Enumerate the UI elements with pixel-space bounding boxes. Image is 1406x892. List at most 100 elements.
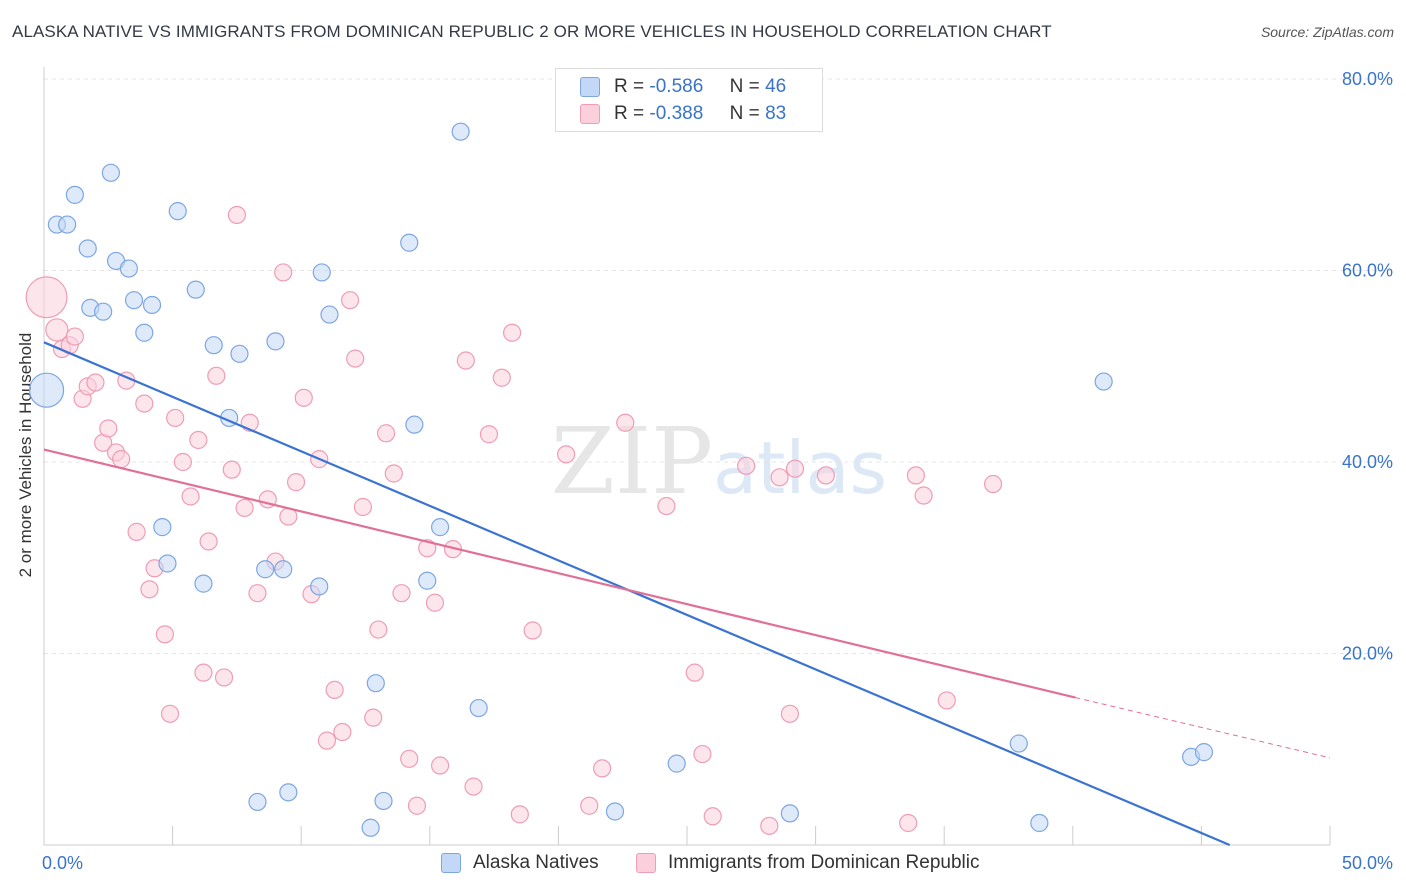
data-point-immigrants [127, 522, 146, 541]
data-point-alaska-natives [667, 754, 686, 773]
data-point-immigrants [353, 497, 373, 517]
data-point-immigrants [479, 425, 499, 444]
data-point-alaska-natives [1009, 734, 1028, 753]
data-point-immigrants [703, 807, 722, 826]
legend-swatch-pink [580, 104, 600, 124]
data-point-immigrants [523, 621, 542, 640]
data-point-immigrants [418, 539, 437, 558]
series-immigrants-points [25, 205, 1003, 835]
data-point-alaska-natives [1030, 813, 1049, 833]
trend-line-alaska-natives [43, 341, 1231, 847]
data-point-alaska-natives [418, 571, 437, 590]
data-point-immigrants [906, 466, 926, 485]
data-point-immigrants [780, 704, 799, 723]
data-point-alaska-natives [142, 295, 162, 315]
legend-swatch-blue [580, 77, 600, 97]
data-point-immigrants [333, 722, 352, 742]
data-point-immigrants [657, 496, 676, 516]
data-point-alaska-natives [266, 332, 285, 351]
data-point-alaska-natives [405, 415, 424, 434]
x-tick-label: 0.0% [42, 853, 83, 873]
y-tick-label: 80.0% [1342, 69, 1393, 89]
data-point-immigrants [140, 580, 159, 599]
data-point-alaska-natives [366, 674, 385, 693]
data-point-immigrants [593, 759, 612, 778]
bottom-legend-swatch-pink [636, 853, 656, 873]
data-point-alaska-natives [310, 577, 329, 596]
data-point-immigrants [135, 394, 154, 413]
y-tick-label: 40.0% [1342, 452, 1393, 472]
data-point-alaska-natives [204, 336, 223, 355]
data-point-immigrants [227, 205, 246, 225]
data-point-immigrants [369, 620, 388, 639]
data-point-immigrants [214, 668, 234, 687]
data-point-immigrants [816, 466, 835, 485]
data-point-immigrants [181, 487, 200, 506]
data-point-alaska-natives [256, 560, 275, 579]
data-point-alaska-natives [312, 263, 331, 282]
data-point-immigrants [86, 373, 105, 392]
data-point-immigrants [45, 318, 69, 342]
data-point-immigrants [248, 584, 267, 603]
trend-line-immigrants-extension [1075, 697, 1331, 759]
correlation-legend: R = -0.586 N = 46 R = -0.388 N = 83 [555, 68, 823, 132]
data-point-alaska-natives [780, 804, 799, 823]
data-point-immigrants [685, 663, 704, 682]
data-point-immigrants [325, 680, 344, 699]
data-point-immigrants [914, 486, 933, 505]
legend-r-label: R = [614, 76, 645, 97]
data-point-alaska-natives [101, 163, 120, 182]
data-point-immigrants [207, 366, 226, 385]
data-point-immigrants [340, 291, 360, 310]
legend-r-label: R = [614, 103, 645, 124]
data-point-immigrants [294, 388, 313, 407]
data-point-alaska-natives [605, 802, 625, 821]
data-point-immigrants [785, 459, 805, 478]
data-point-alaska-natives [158, 554, 177, 573]
data-point-alaska-natives [58, 215, 77, 234]
data-point-alaska-natives [248, 792, 267, 812]
data-point-alaska-natives [153, 518, 172, 537]
data-point-immigrants [430, 756, 450, 775]
data-point-alaska-natives [230, 344, 249, 363]
data-point-immigrants [173, 452, 192, 472]
data-point-immigrants [364, 708, 383, 727]
data-point-alaska-natives [320, 305, 339, 324]
data-point-immigrants [492, 368, 511, 387]
y-tick-label: 20.0% [1342, 644, 1393, 664]
data-point-immigrants [112, 450, 131, 469]
data-point-alaska-natives [430, 518, 450, 537]
data-point-alaska-natives [451, 122, 470, 141]
tick-labels: 20.0% 40.0% 60.0% 80.0% 0.0% 50.0% [42, 69, 1393, 873]
x-tick-label: 50.0% [1342, 853, 1393, 873]
data-point-immigrants [160, 704, 180, 723]
legend-r-value: -0.388 [649, 103, 704, 124]
chart-title: ALASKA NATIVE VS IMMIGRANTS FROM DOMINIC… [12, 22, 1052, 41]
data-point-immigrants [25, 276, 68, 319]
data-point-immigrants [737, 456, 756, 475]
data-point-immigrants [580, 796, 599, 815]
source-label: Source: ZipAtlas.com [1260, 24, 1394, 40]
data-point-immigrants [384, 464, 403, 483]
data-point-immigrants [983, 474, 1003, 494]
data-point-immigrants [286, 473, 306, 492]
data-point-alaska-natives [279, 783, 298, 802]
data-point-alaska-natives [65, 185, 84, 204]
data-point-immigrants [503, 323, 522, 342]
data-point-immigrants [99, 419, 118, 438]
data-point-alaska-natives [400, 233, 419, 252]
data-point-immigrants [199, 532, 218, 551]
bottom-legend-swatch-blue [441, 853, 461, 873]
legend-n-value: 46 [765, 76, 787, 97]
data-point-immigrants [166, 408, 185, 428]
data-point-immigrants [425, 593, 445, 612]
legend-text-pink: R = -0.388 N = 83 [614, 103, 786, 125]
data-point-alaska-natives [361, 818, 380, 837]
trend-lines [43, 341, 1331, 847]
data-point-immigrants [194, 663, 213, 682]
data-point-alaska-natives [186, 280, 205, 299]
y-tick-label: 60.0% [1342, 261, 1393, 281]
data-point-immigrants [235, 498, 254, 518]
data-point-immigrants [317, 731, 337, 750]
